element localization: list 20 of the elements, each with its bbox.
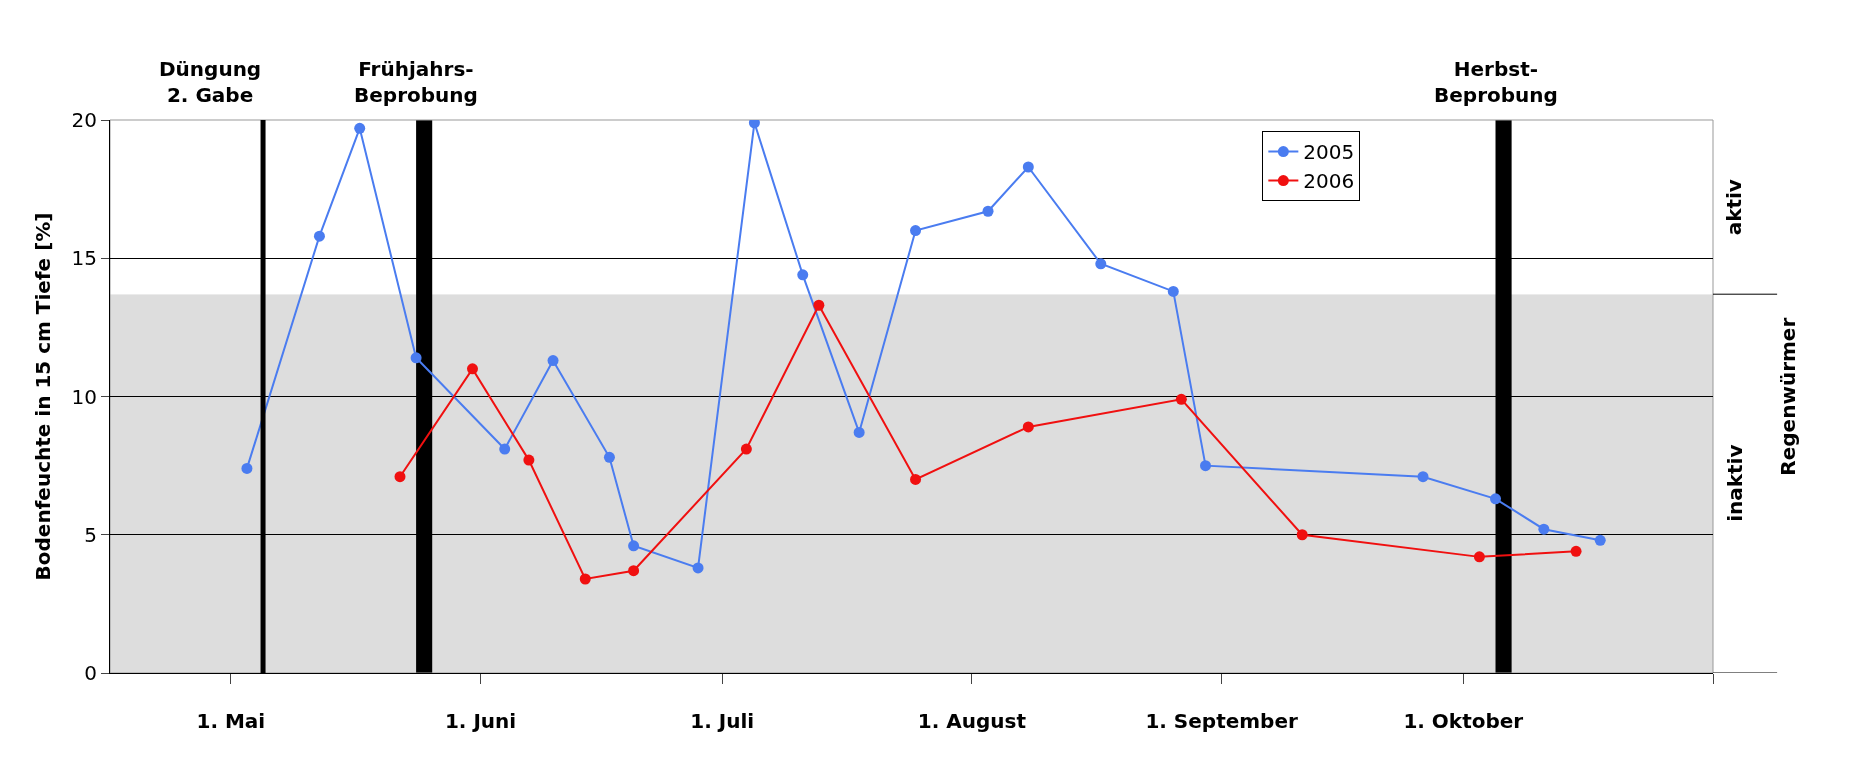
band-label: inaktiv bbox=[1722, 444, 1747, 522]
y-tick-label: 0 bbox=[84, 661, 97, 685]
x-tick-label: 1. Juli bbox=[690, 709, 755, 733]
band-label: Frühjahrs- Beprobung bbox=[354, 57, 478, 107]
x-tick-label: 1. September bbox=[1145, 709, 1298, 733]
x-tick-label: 1. Juni bbox=[444, 709, 517, 733]
y-tick-label: 5 bbox=[84, 522, 97, 547]
y-tick-label: 20 bbox=[71, 108, 97, 132]
y-tick-label: 15 bbox=[71, 246, 97, 271]
ref-line-label: Düngung 2. Gabe bbox=[159, 57, 262, 107]
legend-label: 2006 bbox=[1303, 169, 1355, 194]
x-tick-label: 1. August bbox=[917, 709, 1027, 733]
band-label: aktiv bbox=[1722, 179, 1747, 236]
band-label: Herbst- Beprobung bbox=[1434, 57, 1558, 107]
x-tick-label: 1. Mai bbox=[196, 709, 266, 733]
y-axis-title: Bodenfeuchte in 15 cm Tiefe [%] bbox=[31, 212, 56, 581]
legend-label: 2005 bbox=[1303, 140, 1355, 165]
y-tick-label: 10 bbox=[71, 384, 97, 409]
text: Regenwürmer bbox=[1775, 317, 1800, 476]
x-tick-label: 1. Oktober bbox=[1403, 709, 1524, 733]
